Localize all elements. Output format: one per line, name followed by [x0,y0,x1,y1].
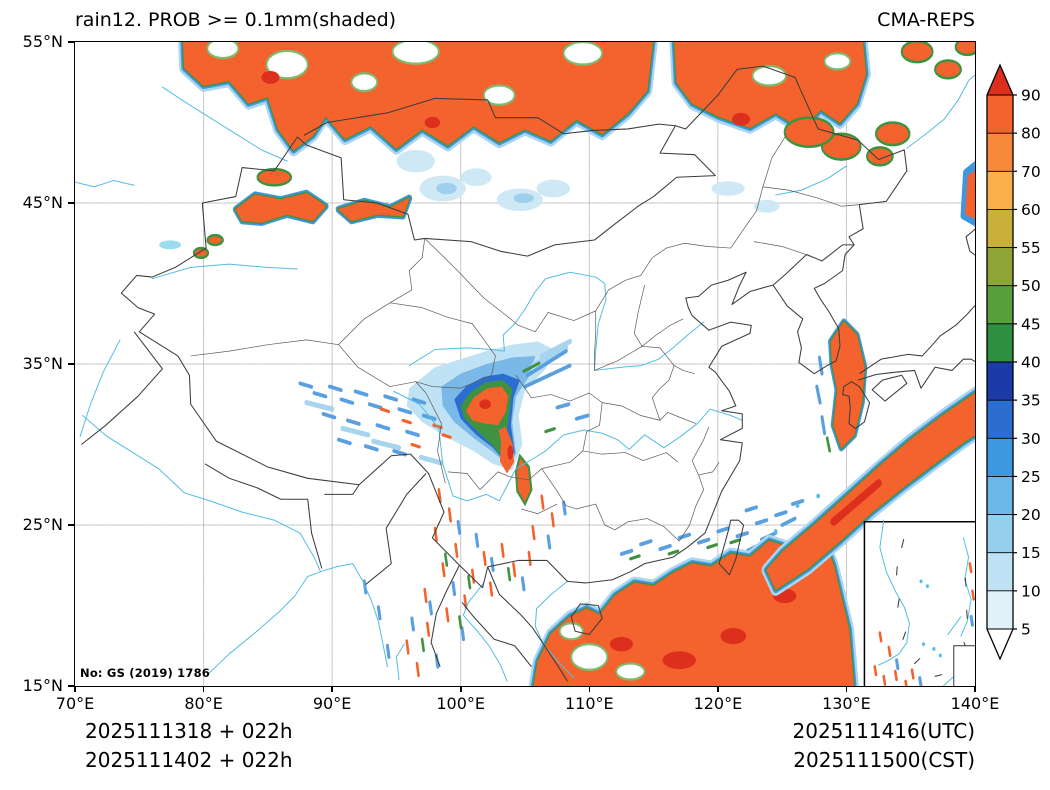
valid-time-utc: 2025111416(UTC) [792,719,976,743]
y-tick-mark [68,685,74,687]
x-tick-mark [588,687,591,692]
rivers-lakes [75,73,975,682]
map-svg [75,42,975,686]
colorbar-tick-label: 15 [1021,544,1041,562]
x-tick-label: 80°E [184,694,223,713]
province-borders [191,135,860,541]
colorbar-tick-label: 80 [1021,125,1041,143]
chart-title: rain12. PROB >= 0.1mm(shaded) [75,9,397,31]
colorbar-tick-label: 40 [1021,354,1041,372]
x-tick-label: 140°E [950,694,1000,713]
colorbar-segment [987,247,1013,286]
colorbar-tick-label: 10 [1021,582,1041,600]
y-tick-mark [68,41,74,43]
map-plot-area [74,41,976,687]
x-tick-mark [974,687,976,692]
colorbar-tick-label: 60 [1021,201,1041,219]
colorbar-segment [987,476,1013,515]
colorbar-tick-label: 30 [1021,430,1041,448]
colorbar-tick-label: 45 [1021,315,1041,333]
colorbar-segment [987,171,1013,210]
colorbar-segment [987,133,1013,172]
init-time-cst: 2025111402 + 022h [85,748,293,772]
y-tick-label: 15°N [22,676,63,696]
y-tick-label: 45°N [22,193,63,213]
x-tick-mark [74,687,76,692]
colorbar-tick-label: 5 [1021,621,1031,639]
x-tick-label: 100°E [436,694,486,713]
y-tick-label: 25°N [22,515,63,535]
y-tick-mark [68,524,74,526]
colorbar-segment [987,362,1013,401]
x-tick-mark [845,687,848,692]
precip-shading [183,42,975,686]
y-tick-label: 35°N [22,354,63,374]
init-time-utc: 2025111318 + 022h [85,719,293,743]
colorbar-segment [987,285,1013,324]
colorbar-outline [986,63,1014,661]
colorbar-segment [987,209,1013,248]
valid-time-cst: 2025111500(CST) [793,748,975,772]
colorbar-tick-label: 35 [1021,392,1041,410]
x-tick-label: 110°E [564,694,614,713]
y-tick-label: 55°N [22,32,63,52]
colorbar-segment [987,552,1013,591]
south-china-sea-inset [864,520,975,686]
colorbar-segment [987,95,1013,134]
country-borders [81,66,975,681]
colorbar-tick-label: 70 [1021,163,1041,181]
x-tick-mark [460,687,462,692]
x-tick-label: 120°E [693,694,743,713]
colorbar-tick-label: 20 [1021,506,1041,524]
colorbar: 90 80 70 60 55 50 45 40 35 30 25 20 15 10 5 [986,63,1041,661]
colorbar-segment [987,514,1013,553]
colorbar-segment [987,323,1013,362]
x-tick-mark [331,687,333,692]
colorbar-tick-label: 25 [1021,468,1041,486]
model-name: CMA-REPS [877,9,975,31]
x-tick-label: 130°E [822,694,871,713]
x-tick-label: 70°E [55,694,95,713]
colorbar-segment [987,590,1013,629]
colorbar-segment [987,400,1013,439]
colorbar-tick-label: 55 [1021,239,1041,257]
colorbar-under-arrow [987,629,1013,659]
y-tick-mark [68,363,74,365]
colorbar-segment [987,438,1013,477]
x-tick-mark [717,687,719,692]
x-tick-label: 90°E [312,694,352,713]
x-tick-mark [202,687,205,692]
colorbar-tick-label: 90 [1021,87,1041,105]
colorbar-tick-label: 50 [1021,277,1041,295]
map-license-note: No: GS (2019) 1786 [80,666,210,680]
y-tick-mark [68,202,74,204]
colorbar-over-arrow [987,65,1013,95]
